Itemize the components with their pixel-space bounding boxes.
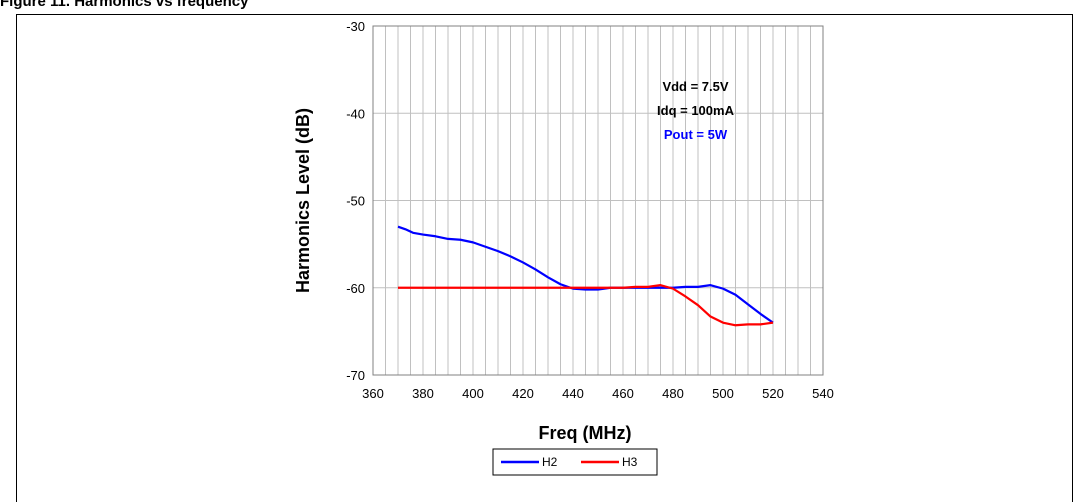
y-tick-label: -40: [346, 106, 365, 121]
x-tick-label: 440: [562, 386, 584, 401]
x-tick-label: 420: [512, 386, 534, 401]
x-tick-label: 460: [612, 386, 634, 401]
grid-lines: [373, 26, 823, 375]
x-tick-label: 540: [812, 386, 834, 401]
x-axis-label: Freq (MHz): [539, 423, 632, 443]
harmonics-chart: 360 380 400 420 440 460 480 500 520 540 -30 -40 -50 -…: [293, 19, 834, 476]
legend-label-h3: H3: [622, 455, 638, 469]
x-tick-label: 500: [712, 386, 734, 401]
legend-label-h2: H2: [542, 455, 558, 469]
data-series: [397, 225, 774, 327]
x-tick-label: 380: [412, 386, 434, 401]
conditions-annotation: Vdd = 7.5V Idq = 100mA Pout = 5W: [657, 79, 735, 142]
x-tick-label: 360: [362, 386, 384, 401]
figure-heading: Figure 11. Harmonics vs frequency: [0, 0, 249, 10]
y-tick-label: -30: [346, 19, 365, 34]
annotation-text: Vdd = 7.5V: [662, 79, 728, 94]
annotation-text: Idq = 100mA: [657, 103, 735, 118]
plot-area: [372, 25, 824, 376]
y-tick-label: -70: [346, 368, 365, 383]
y-tick-label: -60: [346, 281, 365, 296]
annotation-text: Pout = 5W: [664, 127, 728, 142]
series-line-h2: [397, 225, 774, 324]
x-tick-label: 400: [462, 386, 484, 401]
chart-frame: 360 380 400 420 440 460 480 500 520 540 -30 -40 -50 -…: [16, 14, 1073, 502]
y-axis-label: Harmonics Level (dB): [293, 108, 313, 293]
y-tick-label: -50: [346, 194, 365, 209]
x-tick-label: 520: [762, 386, 784, 401]
axis-tick-labels: 360 380 400 420 440 460 480 500 520 540 -30 -40 -50 -…: [346, 19, 834, 401]
series-line-h3: [398, 284, 774, 327]
x-tick-label: 480: [662, 386, 684, 401]
legend: H2 H3: [492, 448, 658, 476]
